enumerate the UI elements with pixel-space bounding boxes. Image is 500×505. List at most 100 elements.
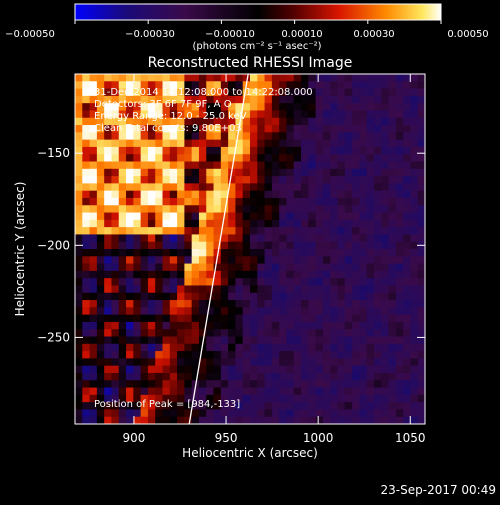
heatmap-cell [147,110,156,119]
heatmap-cell [359,183,368,192]
heatmap-cell [169,88,178,97]
solar-limb-line [188,74,249,424]
heatmap-cell [279,168,287,177]
heatmap-cell [184,343,193,352]
heatmap-cell [381,292,389,301]
heatmap-cell [111,212,120,221]
heatmap-cell [126,154,134,162]
heatmap-cell [279,117,287,126]
heatmap-cell [242,249,251,257]
heatmap-cell [322,307,331,316]
heatmap-cell [206,176,214,184]
heatmap-cell [177,117,185,126]
heatmap-cell [133,146,142,155]
heatmap-cell [235,168,244,177]
heatmap-cell [388,292,397,301]
heatmap-cell [126,110,134,119]
heatmap-cell [104,95,112,104]
heatmap-cell [301,125,309,133]
heatmap-cell [286,402,295,410]
colorbar-units: (photons cm⁻² s⁻¹ asec⁻²) [192,41,321,52]
heatmap-cell [403,190,411,199]
heatmap-cell [184,314,193,323]
heatmap-cell [330,314,338,323]
heatmap-cell [206,205,214,213]
heatmap-cell [111,81,120,89]
heatmap-cell [162,402,171,410]
heatmap-cell [381,74,389,82]
heatmap-cell [388,409,397,418]
heatmap-cell [140,278,149,286]
heatmap-cell [410,212,419,221]
heatmap-cell [257,81,265,89]
heatmap-cell [381,314,389,323]
heatmap-cell [235,343,244,352]
heatmap-cell [213,219,222,228]
heatmap-cell [111,154,120,162]
heatmap-cell [206,219,214,228]
heatmap-cell [344,139,353,148]
heatmap-cell [366,81,375,89]
heatmap-cell [286,270,295,279]
heatmap-cell [410,146,419,155]
heatmap-cell [395,270,404,279]
heatmap-cell [359,380,368,388]
heatmap-cell [286,372,295,381]
heatmap-cell [410,74,419,82]
heatmap-cell [315,176,324,184]
heatmap-cell [89,249,98,257]
heatmap-cell [177,416,185,424]
heatmap-cell [257,321,265,330]
heatmap-cell [250,351,258,359]
heatmap-cell [184,168,193,177]
heatmap-cell [301,256,309,264]
heatmap-cell [89,74,98,82]
heatmap-cell [337,416,346,424]
heatmap-cell [395,88,404,97]
heatmap-cell [162,365,171,374]
heatmap-cell [140,227,149,235]
heatmap-cell [271,168,280,177]
heatmap-cell [206,125,214,133]
heatmap-cell [213,394,222,403]
heatmap-cell [213,321,222,330]
heatmap-cell [286,394,295,403]
heatmap-cell [322,292,331,301]
heatmap-cell [301,307,309,316]
heatmap-cell [140,168,149,177]
heatmap-cell [322,125,331,133]
heatmap-cell [177,256,185,264]
heatmap-cell [235,205,244,213]
heatmap-cell [220,183,229,192]
heatmap-cell [191,329,200,337]
heatmap-cell [198,307,207,316]
heatmap-cell [104,278,112,286]
heatmap-cell [337,292,346,301]
heatmap-cell [162,176,171,184]
heatmap-cell [169,292,178,301]
colorbar-label-1: −0.00030 [125,29,175,40]
heatmap-cell [395,74,404,82]
heatmap-cell [271,321,280,330]
heatmap-cell [410,81,419,89]
heatmap-cell [395,409,404,418]
heatmap-cell [177,249,185,257]
heatmap-cell [242,88,251,97]
heatmap-cell [337,278,346,286]
heatmap-cell [322,234,331,243]
heatmap-cell [359,416,368,424]
heatmap-cell [373,176,382,184]
heatmap-cell [403,74,411,82]
heatmap-cell [96,314,105,323]
heatmap-cell [118,365,127,374]
heatmap-cell [301,74,309,82]
heatmap-cell [388,372,397,381]
heatmap-cell [184,329,193,337]
heatmap-cell [301,292,309,301]
heatmap-cell [381,117,389,126]
heatmap-cell [169,263,178,272]
heatmap-cell [264,205,273,213]
heatmap-cell [388,117,397,126]
heatmap-cell [111,161,120,170]
heatmap-cell [133,409,142,418]
